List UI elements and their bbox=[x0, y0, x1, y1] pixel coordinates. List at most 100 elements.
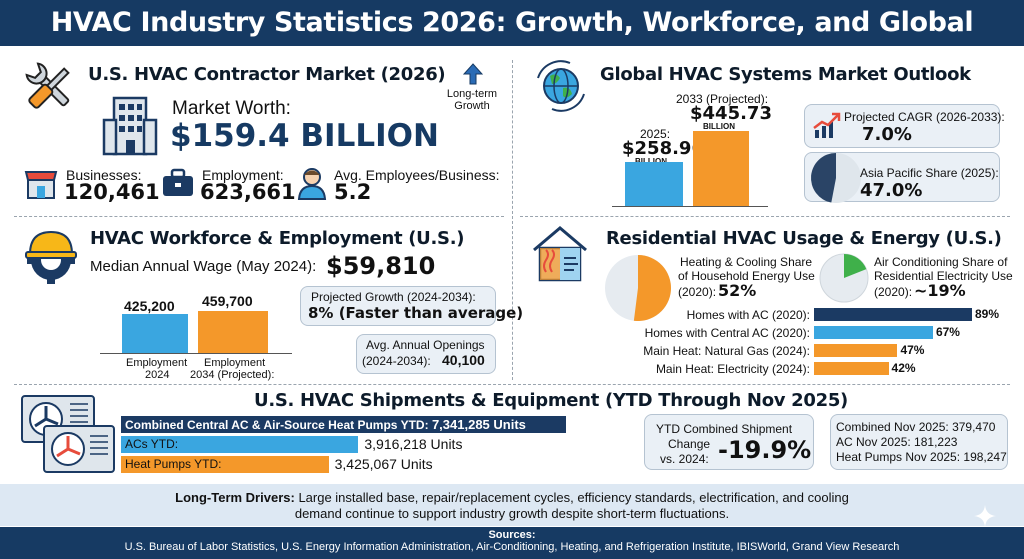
apac-share-pie bbox=[811, 153, 861, 203]
residential-bar-value: 67% bbox=[935, 325, 960, 339]
drivers-text2: demand continue to support industry grow… bbox=[294, 506, 730, 521]
heat-cool-line3: (2020): bbox=[678, 285, 717, 299]
acs-label: ACs YTD: bbox=[125, 437, 179, 451]
openings-value: 40,100 bbox=[442, 352, 485, 368]
combined-shipment-label: Combined Central AC & Air-Source Heat Pu… bbox=[125, 417, 526, 432]
residential-bar-label: Main Heat: Electricity (2024): bbox=[655, 362, 810, 376]
global-bar-2025 bbox=[625, 162, 683, 206]
divider-horizontal-right bbox=[520, 216, 1010, 217]
ac-share-pie bbox=[819, 253, 869, 303]
residential-bar-label: Main Heat: Natural Gas (2024): bbox=[643, 344, 810, 358]
nov-hp: Heat Pumps Nov 2025: 198,247 bbox=[836, 450, 1007, 464]
residential-bar bbox=[814, 308, 972, 321]
worker-icon bbox=[297, 168, 327, 200]
apac-value: 47.0% bbox=[860, 180, 923, 201]
wage-value: $59,810 bbox=[326, 252, 436, 280]
wage-label: Median Annual Wage (May 2024): bbox=[90, 258, 317, 275]
employment-value: 623,661 bbox=[200, 180, 296, 204]
page-title: HVAC Industry Statistics 2026: Growth, W… bbox=[0, 0, 1024, 84]
change-value: -19.9% bbox=[718, 436, 812, 464]
cagr-value: 7.0% bbox=[862, 124, 912, 145]
residential-bar bbox=[814, 344, 898, 357]
combined-value: 7,341,285 Units bbox=[431, 417, 526, 432]
businesses-label: Businesses: bbox=[66, 167, 142, 183]
hp-label: Heat Pumps YTD: bbox=[125, 457, 222, 471]
global-section-title: Global HVAC Systems Market Outlook bbox=[600, 64, 971, 85]
combined-label: Combined Central AC & Air-Source Heat Pu… bbox=[125, 418, 429, 432]
drivers-label: Long-Term Drivers: bbox=[175, 490, 295, 505]
sparkle-icon bbox=[974, 505, 996, 527]
employment-2024-bar bbox=[122, 314, 188, 353]
emp-2024-value: 425,200 bbox=[124, 298, 175, 314]
shipment-combined-bar bbox=[121, 416, 566, 433]
shipment-change-card bbox=[644, 414, 814, 470]
sources-label: Sources: bbox=[488, 529, 536, 541]
contractor-section-title: U.S. HVAC Contractor Market (2026) bbox=[88, 64, 446, 85]
projected-growth-card bbox=[300, 286, 496, 326]
wrench-screwdriver-icon bbox=[25, 62, 70, 109]
hp-value: 3,425,067 Units bbox=[334, 456, 433, 472]
global-bar-2033-label: 2033 (Projected): bbox=[676, 92, 769, 106]
growth-chart-icon bbox=[813, 112, 841, 138]
house-heating-icon bbox=[533, 226, 587, 282]
market-worth-value: $159.4 BILLION bbox=[170, 118, 439, 154]
global-bar-2025-unit: BILLION bbox=[635, 157, 667, 166]
emp-2034-label1: Employment bbox=[204, 357, 266, 369]
residential-bar-label: Homes with Central AC (2020): bbox=[644, 326, 810, 340]
residential-section-title: Residential HVAC Usage & Energy (U.S.) bbox=[606, 228, 1002, 249]
market-worth-label: Market Worth: bbox=[172, 98, 291, 119]
emp-2034-value: 459,700 bbox=[202, 293, 253, 309]
residential-bar bbox=[814, 362, 889, 375]
emp-2034-label2: 2034 (Projected): bbox=[190, 369, 275, 381]
residential-bar-value: 89% bbox=[975, 307, 1000, 321]
ac-unit-icon bbox=[21, 395, 115, 473]
ac-share-line2: Residential Electricity Use bbox=[874, 269, 1013, 283]
ac-share-slice bbox=[844, 254, 867, 278]
sources-bar: Sources: U.S. Bureau of Labor Statistics… bbox=[0, 527, 1024, 559]
growth-label: Projected Growth (2024-2034): bbox=[311, 290, 476, 304]
cagr-label: Projected CAGR (2026-2033): bbox=[844, 110, 1005, 124]
global-bar-baseline bbox=[612, 206, 768, 207]
divider-horizontal-middle bbox=[14, 384, 1010, 385]
global-bar-2025-label: 2025: bbox=[640, 127, 671, 141]
residential-bar-chart: Homes with AC (2020): 89% Homes with Centr… bbox=[600, 306, 1020, 378]
briefcase-icon bbox=[163, 168, 193, 196]
globe-icon bbox=[537, 60, 585, 112]
shipment-heat-pumps-bar bbox=[121, 456, 329, 473]
global-bar-2025-value: $258.96 bbox=[622, 138, 704, 159]
heating-cooling-slice bbox=[633, 255, 671, 321]
avg-employees-value: 5.2 bbox=[334, 180, 372, 204]
sources-text: U.S. Bureau of Labor Statistics, U.S. En… bbox=[124, 541, 900, 553]
up-arrow-icon bbox=[463, 63, 483, 85]
heating-cooling-pie bbox=[605, 255, 671, 321]
emp-2024-label1: Employment bbox=[126, 357, 188, 369]
ac-share-line1: Air Conditioning Share of bbox=[874, 255, 1008, 269]
cagr-card bbox=[804, 104, 1000, 148]
shipments-section-title: U.S. HVAC Shipments & Equipment (YTD Thr… bbox=[254, 390, 848, 411]
drivers-line1: Long-Term Drivers: Large installed base,… bbox=[0, 490, 1024, 505]
global-bar-2033-value: $445.73 bbox=[690, 103, 772, 124]
global-bar-2033-unit: BILLION bbox=[703, 122, 735, 131]
shipment-acs-bar bbox=[121, 436, 359, 453]
drivers-text1: Large installed base, repair/replacement… bbox=[298, 490, 849, 505]
nov-ac: AC Nov 2025: 181,223 bbox=[836, 435, 958, 449]
avg-employees-label: Avg. Employees/Business: bbox=[334, 167, 500, 183]
drivers-band bbox=[0, 484, 1024, 526]
residential-bar bbox=[814, 326, 933, 339]
long-term-growth-label: Long-term Growth bbox=[446, 88, 498, 112]
storefront-icon bbox=[24, 171, 58, 199]
annual-openings-card bbox=[356, 334, 496, 374]
november-shipments-card bbox=[830, 414, 1008, 470]
nov-combined: Combined Nov 2025: 379,470 bbox=[836, 420, 996, 434]
acs-value: 3,916,218 Units bbox=[364, 436, 463, 452]
office-building-icon bbox=[102, 96, 158, 156]
workforce-section-title: HVAC Workforce & Employment (U.S.) bbox=[90, 228, 465, 249]
heat-cool-line2: of Household Energy Use bbox=[678, 269, 815, 283]
divider-vertical-top bbox=[512, 60, 513, 380]
residential-bar-label: Homes with AC (2020): bbox=[686, 308, 810, 322]
residential-bar-value: 47% bbox=[900, 343, 925, 357]
change-line2: Change bbox=[668, 437, 711, 451]
apac-label: Asia Pacific Share (2025): bbox=[860, 166, 999, 180]
heat-cool-line1: Heating & Cooling Share bbox=[680, 255, 813, 269]
openings-label2: (2024-2034): bbox=[362, 354, 431, 368]
